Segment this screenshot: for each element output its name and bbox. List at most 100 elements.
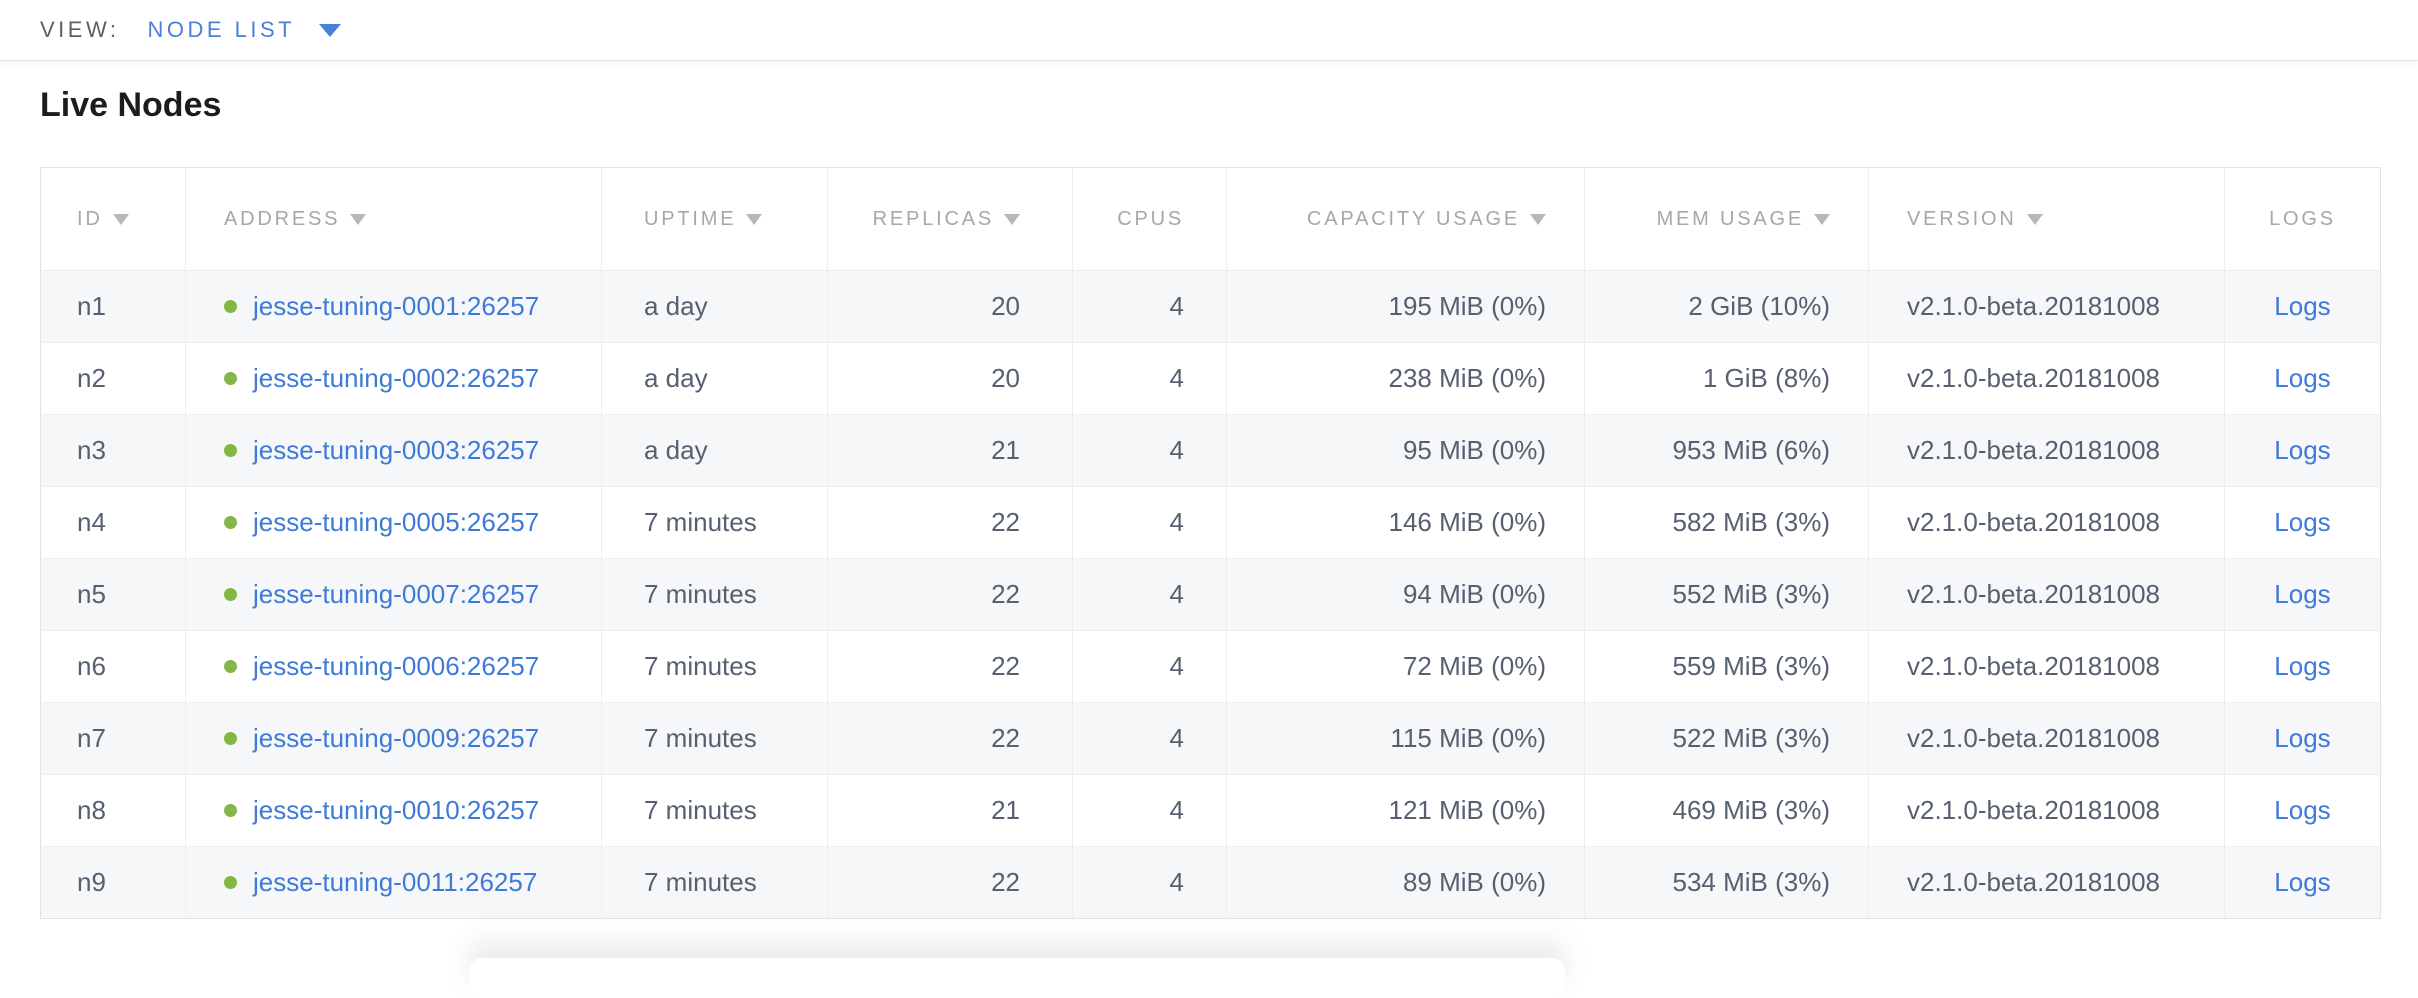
live-nodes-table: ID ADDRESS UPTIME REPLICAS CPUS CAPACITY… — [40, 167, 2381, 919]
node-version: v2.1.0-beta.20181008 — [1868, 414, 2225, 487]
node-live-status-icon — [224, 515, 237, 529]
node-live-status-icon — [224, 803, 237, 817]
node-replicas: 22 — [827, 846, 1073, 919]
column-header-version[interactable]: VERSION — [1868, 167, 2225, 271]
node-uptime: 7 minutes — [601, 630, 828, 703]
column-header-replicas[interactable]: REPLICAS — [827, 167, 1073, 271]
node-mem-usage: 469 MiB (3%) — [1584, 774, 1869, 847]
node-live-status-icon — [224, 443, 237, 457]
sort-desc-icon — [1814, 213, 1830, 225]
node-id: n9 — [77, 867, 106, 897]
node-capacity-usage: 72 MiB (0%) — [1226, 630, 1585, 703]
logs-link[interactable]: Logs — [2274, 435, 2331, 465]
column-header-mem-usage[interactable]: MEM USAGE — [1584, 167, 1869, 271]
node-id: n4 — [77, 507, 106, 537]
node-table-body: n1 jesse-tuning-0001:26257 a day 20 4 19… — [40, 270, 2381, 919]
node-live-status-icon — [224, 587, 237, 601]
column-header-label: MEM USAGE — [1656, 207, 1804, 230]
table-row: n1 jesse-tuning-0001:26257 a day 20 4 19… — [40, 270, 2381, 343]
node-id: n5 — [77, 579, 106, 609]
node-id: n7 — [77, 723, 106, 753]
column-header-label: VERSION — [1907, 207, 2017, 230]
view-selector-dropdown[interactable]: NODE LIST — [147, 17, 342, 43]
sort-desc-icon — [2026, 213, 2043, 225]
node-uptime: 7 minutes — [601, 486, 828, 559]
node-uptime: 7 minutes — [601, 702, 828, 775]
node-replicas: 20 — [827, 270, 1073, 343]
node-replicas: 21 — [827, 414, 1073, 487]
table-row: n4 jesse-tuning-0005:26257 7 minutes 22 … — [40, 486, 2381, 559]
node-version: v2.1.0-beta.20181008 — [1868, 774, 2225, 847]
column-header-address[interactable]: ADDRESS — [185, 167, 602, 271]
node-cpus: 4 — [1072, 630, 1227, 703]
node-mem-usage: 559 MiB (3%) — [1584, 630, 1869, 703]
node-id: n2 — [77, 363, 106, 393]
logs-link[interactable]: Logs — [2274, 291, 2331, 321]
live-nodes-table-container: ID ADDRESS UPTIME REPLICAS CPUS CAPACITY… — [40, 167, 2381, 919]
logs-link[interactable]: Logs — [2274, 651, 2331, 681]
node-address-cell: jesse-tuning-0010:26257 — [185, 774, 602, 847]
node-live-status-icon — [224, 875, 237, 889]
node-address-link[interactable]: jesse-tuning-0005:26257 — [253, 507, 540, 537]
node-uptime: a day — [601, 270, 828, 343]
column-header-cpus[interactable]: CPUS — [1072, 167, 1227, 271]
node-logs-cell: Logs — [2224, 414, 2381, 487]
node-logs-cell: Logs — [2224, 702, 2381, 775]
logs-link[interactable]: Logs — [2274, 723, 2331, 753]
node-live-status-icon — [224, 659, 237, 673]
logs-link[interactable]: Logs — [2274, 579, 2331, 609]
column-header-label: UPTIME — [644, 207, 737, 230]
node-capacity-usage: 238 MiB (0%) — [1226, 342, 1585, 415]
column-header-capacity-usage[interactable]: CAPACITY USAGE — [1226, 167, 1585, 271]
column-header-logs: LOGS — [2224, 167, 2381, 271]
node-address-cell: jesse-tuning-0006:26257 — [185, 630, 602, 703]
table-row: n7 jesse-tuning-0009:26257 7 minutes 22 … — [40, 702, 2381, 775]
node-cpus: 4 — [1072, 846, 1227, 919]
node-capacity-usage: 94 MiB (0%) — [1226, 558, 1585, 631]
column-header-id[interactable]: ID — [40, 167, 186, 271]
sort-desc-icon — [112, 213, 129, 225]
column-header-label: CPUS — [1117, 207, 1184, 230]
node-mem-usage: 1 GiB (8%) — [1584, 342, 1869, 415]
table-header-row: ID ADDRESS UPTIME REPLICAS CPUS CAPACITY… — [40, 167, 2381, 271]
node-uptime: a day — [601, 342, 828, 415]
node-version: v2.1.0-beta.20181008 — [1868, 702, 2225, 775]
node-cpus: 4 — [1072, 270, 1227, 343]
node-replicas: 22 — [827, 630, 1073, 703]
column-header-label: ID — [77, 207, 103, 230]
node-address-link[interactable]: jesse-tuning-0007:26257 — [253, 579, 540, 609]
node-address-cell: jesse-tuning-0007:26257 — [185, 558, 602, 631]
node-address-link[interactable]: jesse-tuning-0003:26257 — [253, 435, 540, 465]
table-row: n8 jesse-tuning-0010:26257 7 minutes 21 … — [40, 774, 2381, 847]
node-address-link[interactable]: jesse-tuning-0006:26257 — [253, 651, 540, 681]
node-replicas: 22 — [827, 558, 1073, 631]
node-uptime: 7 minutes — [601, 774, 828, 847]
node-replicas: 21 — [827, 774, 1073, 847]
node-logs-cell: Logs — [2224, 558, 2381, 631]
node-mem-usage: 552 MiB (3%) — [1584, 558, 1869, 631]
node-replicas: 20 — [827, 342, 1073, 415]
below-fold-element-shadow — [470, 958, 1565, 998]
logs-link[interactable]: Logs — [2274, 507, 2331, 537]
node-live-status-icon — [224, 731, 237, 745]
logs-link[interactable]: Logs — [2274, 363, 2331, 393]
node-capacity-usage: 95 MiB (0%) — [1226, 414, 1585, 487]
table-row: n5 jesse-tuning-0007:26257 7 minutes 22 … — [40, 558, 2381, 631]
view-label: VIEW: — [40, 17, 120, 42]
logs-link[interactable]: Logs — [2274, 795, 2331, 825]
table-row: n2 jesse-tuning-0002:26257 a day 20 4 23… — [40, 342, 2381, 415]
node-address-link[interactable]: jesse-tuning-0001:26257 — [253, 291, 540, 321]
node-address-link[interactable]: jesse-tuning-0010:26257 — [253, 795, 540, 825]
node-address-link[interactable]: jesse-tuning-0009:26257 — [253, 723, 540, 753]
node-address-link[interactable]: jesse-tuning-0011:26257 — [253, 867, 538, 897]
logs-link[interactable]: Logs — [2274, 867, 2331, 897]
node-address-cell: jesse-tuning-0002:26257 — [185, 342, 602, 415]
node-live-status-icon — [224, 371, 237, 385]
node-version: v2.1.0-beta.20181008 — [1868, 558, 2225, 631]
column-header-uptime[interactable]: UPTIME — [601, 167, 828, 271]
node-version: v2.1.0-beta.20181008 — [1868, 630, 2225, 703]
node-address-link[interactable]: jesse-tuning-0002:26257 — [253, 363, 540, 393]
table-row: n6 jesse-tuning-0006:26257 7 minutes 22 … — [40, 630, 2381, 703]
node-cpus: 4 — [1072, 774, 1227, 847]
node-live-status-icon — [224, 299, 237, 313]
